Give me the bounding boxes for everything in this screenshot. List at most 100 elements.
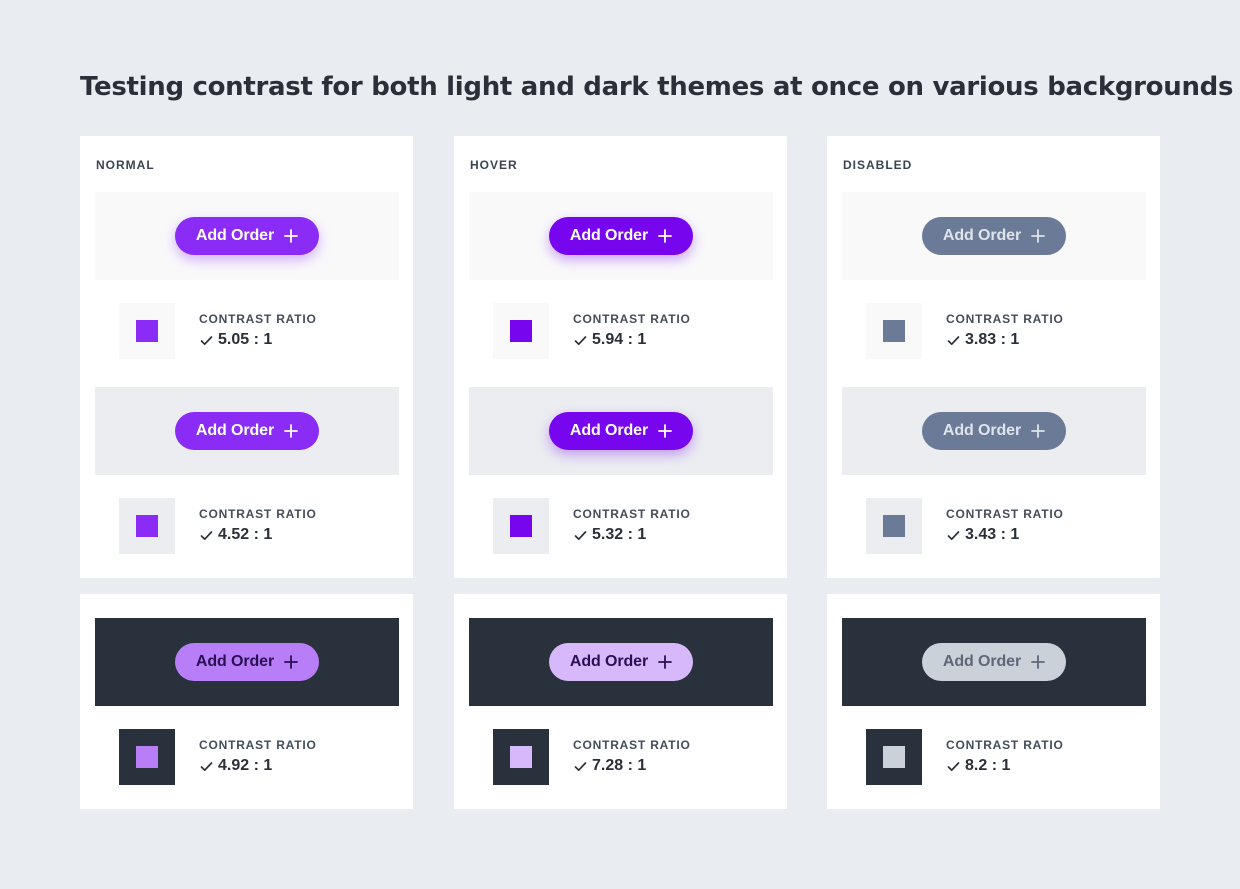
button-label: Add Order: [195, 653, 275, 670]
swatch-background: [119, 729, 175, 785]
contrast-ratio-value: 5.32 : 1: [592, 526, 647, 543]
plus-icon: [658, 424, 673, 438]
color-swatch: [883, 320, 905, 342]
check-icon: [574, 335, 587, 345]
contrast-ratio-label: CONTRAST RATIO: [946, 738, 1064, 752]
contrast-ratio-row: 5.94 : 1: [574, 331, 646, 349]
contrast-ratio-row: 3.43 : 1: [947, 526, 1019, 544]
contrast-ratio-row: 5.05 : 1: [200, 331, 272, 349]
contrast-info: CONTRAST RATIO 4.52 : 1: [119, 498, 379, 554]
plus-icon: [1031, 229, 1046, 243]
contrast-ratio-value: 7.28 : 1: [592, 757, 647, 774]
card-hover-dark: Add Order CONTRAST RATIO 7.28 : 1: [454, 594, 787, 809]
plus-icon: [284, 655, 299, 669]
card-normal-dark: Add Order CONTRAST RATIO 4.92 : 1: [80, 594, 413, 809]
contrast-ratio-row: 8.2 : 1: [947, 757, 1010, 775]
contrast-ratio-value: 3.43 : 1: [965, 526, 1020, 543]
button-stage: Add Order: [469, 192, 773, 280]
contrast-ratio-value: 5.94 : 1: [592, 331, 647, 348]
check-icon: [200, 335, 213, 345]
contrast-info: CONTRAST RATIO 4.92 : 1: [119, 729, 379, 785]
color-swatch: [510, 515, 532, 537]
check-icon: [947, 335, 960, 345]
add-order-button[interactable]: Add Order: [549, 643, 693, 681]
swatch-background: [119, 303, 175, 359]
contrast-ratio-label: CONTRAST RATIO: [199, 738, 317, 752]
color-swatch: [136, 320, 158, 342]
color-swatch: [510, 746, 532, 768]
contrast-ratio-row: 4.92 : 1: [200, 757, 272, 775]
button-label: Add Order: [195, 227, 275, 244]
button-stage: Add Order: [842, 192, 1146, 280]
state-label: DISABLED: [843, 158, 913, 172]
button-label: Add Order: [569, 422, 649, 439]
contrast-info: CONTRAST RATIO 3.83 : 1: [866, 303, 1126, 359]
check-icon: [200, 761, 213, 771]
contrast-ratio-row: 4.52 : 1: [200, 526, 272, 544]
button-label: Add Order: [942, 422, 1022, 439]
color-swatch: [883, 746, 905, 768]
contrast-ratio-value: 3.83 : 1: [965, 331, 1020, 348]
contrast-ratio-label: CONTRAST RATIO: [946, 507, 1064, 521]
state-label: NORMAL: [96, 158, 155, 172]
card-disabled-light: DISABLED Add Order CONTRAST RATIO 3.83 :…: [827, 136, 1160, 578]
add-order-button[interactable]: Add Order: [175, 412, 319, 450]
card-normal-light: NORMAL Add Order CONTRAST RATIO 5.05 : 1…: [80, 136, 413, 578]
add-order-button[interactable]: Add Order: [175, 643, 319, 681]
button-stage-dark: Add Order: [469, 618, 773, 706]
check-icon: [574, 761, 587, 771]
check-icon: [200, 530, 213, 540]
contrast-ratio-label: CONTRAST RATIO: [199, 312, 317, 326]
button-stage: Add Order: [95, 192, 399, 280]
plus-icon: [658, 229, 673, 243]
button-label: Add Order: [195, 422, 275, 439]
add-order-button[interactable]: Add Order: [922, 217, 1066, 255]
plus-icon: [284, 424, 299, 438]
add-order-button[interactable]: Add Order: [922, 412, 1066, 450]
check-icon: [947, 761, 960, 771]
add-order-button[interactable]: Add Order: [922, 643, 1066, 681]
contrast-info: CONTRAST RATIO 8.2 : 1: [866, 729, 1126, 785]
color-swatch: [510, 320, 532, 342]
contrast-ratio-label: CONTRAST RATIO: [573, 738, 691, 752]
button-label: Add Order: [942, 227, 1022, 244]
add-order-button[interactable]: Add Order: [549, 217, 693, 255]
button-label: Add Order: [942, 653, 1022, 670]
contrast-ratio-row: 5.32 : 1: [574, 526, 646, 544]
button-stage: Add Order: [95, 387, 399, 475]
swatch-background: [493, 303, 549, 359]
check-icon: [574, 530, 587, 540]
button-stage: Add Order: [469, 387, 773, 475]
plus-icon: [658, 655, 673, 669]
contrast-ratio-label: CONTRAST RATIO: [573, 312, 691, 326]
check-icon: [947, 530, 960, 540]
add-order-button[interactable]: Add Order: [549, 412, 693, 450]
card-disabled-dark: Add Order CONTRAST RATIO 8.2 : 1: [827, 594, 1160, 809]
contrast-ratio-value: 5.05 : 1: [218, 331, 273, 348]
contrast-info: CONTRAST RATIO 5.32 : 1: [493, 498, 753, 554]
contrast-ratio-label: CONTRAST RATIO: [573, 507, 691, 521]
button-stage-dark: Add Order: [842, 618, 1146, 706]
add-order-button[interactable]: Add Order: [175, 217, 319, 255]
button-label: Add Order: [569, 653, 649, 670]
contrast-ratio-row: 3.83 : 1: [947, 331, 1019, 349]
contrast-info: CONTRAST RATIO 3.43 : 1: [866, 498, 1126, 554]
contrast-ratio-value: 4.52 : 1: [218, 526, 273, 543]
swatch-background: [493, 729, 549, 785]
card-hover-light: HOVER Add Order CONTRAST RATIO 5.94 : 1 …: [454, 136, 787, 578]
page-title: Testing contrast for both light and dark…: [80, 72, 1234, 102]
state-label: HOVER: [470, 158, 518, 172]
swatch-background: [119, 498, 175, 554]
contrast-info: CONTRAST RATIO 5.94 : 1: [493, 303, 753, 359]
contrast-ratio-value: 4.92 : 1: [218, 757, 273, 774]
swatch-background: [866, 498, 922, 554]
color-swatch: [883, 515, 905, 537]
button-label: Add Order: [569, 227, 649, 244]
contrast-ratio-value: 8.2 : 1: [965, 757, 1011, 774]
plus-icon: [1031, 424, 1046, 438]
contrast-ratio-label: CONTRAST RATIO: [946, 312, 1064, 326]
color-swatch: [136, 746, 158, 768]
swatch-background: [866, 303, 922, 359]
button-stage: Add Order: [842, 387, 1146, 475]
plus-icon: [1031, 655, 1046, 669]
